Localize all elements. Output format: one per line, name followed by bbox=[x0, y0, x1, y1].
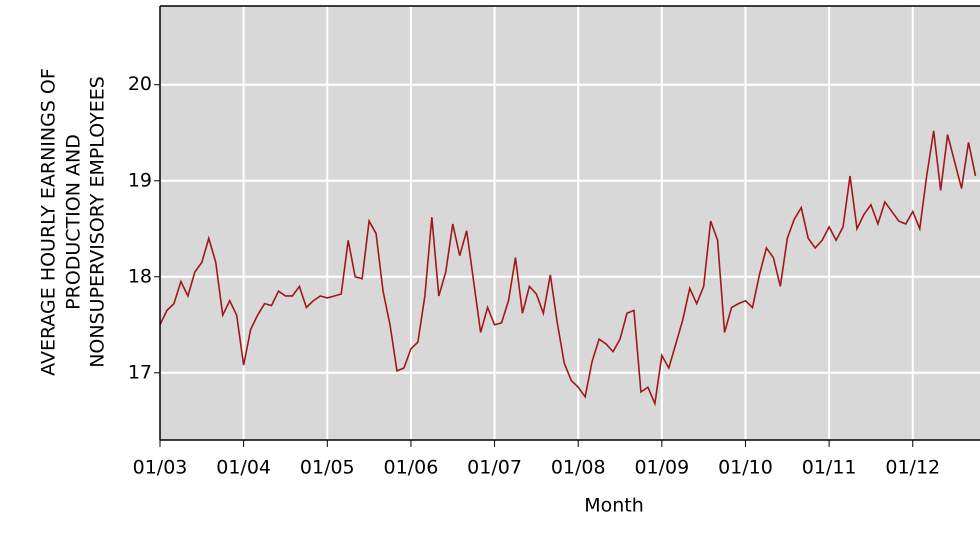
x-axis-label: Month bbox=[584, 495, 644, 517]
y-tick-label: 20 bbox=[128, 73, 152, 95]
y-tick-label: 17 bbox=[128, 361, 152, 383]
x-tick-label: 01/08 bbox=[551, 457, 606, 479]
x-tick-label: 01/12 bbox=[885, 457, 940, 479]
x-tick-label: 01/06 bbox=[384, 457, 439, 479]
x-tick-label: 01/03 bbox=[133, 457, 188, 479]
y-axis-label: NONSUPERVISORY EMPLOYEES bbox=[87, 76, 109, 368]
y-tick-label: 19 bbox=[128, 169, 152, 191]
x-tick-label: 01/11 bbox=[802, 457, 857, 479]
x-tick-label: 01/05 bbox=[300, 457, 355, 479]
x-tick-label: 01/04 bbox=[216, 457, 271, 479]
y-axis-label: AVERAGE HOURLY EARNINGS OF bbox=[38, 68, 60, 376]
x-tick-label: 01/10 bbox=[718, 457, 773, 479]
data-line bbox=[159, 130, 977, 407]
x-tick-label: 01/07 bbox=[467, 457, 522, 479]
y-axis-label: PRODUCTION AND bbox=[63, 134, 85, 310]
x-tick-label: 01/09 bbox=[634, 457, 689, 479]
y-tick-label: 18 bbox=[128, 265, 152, 287]
